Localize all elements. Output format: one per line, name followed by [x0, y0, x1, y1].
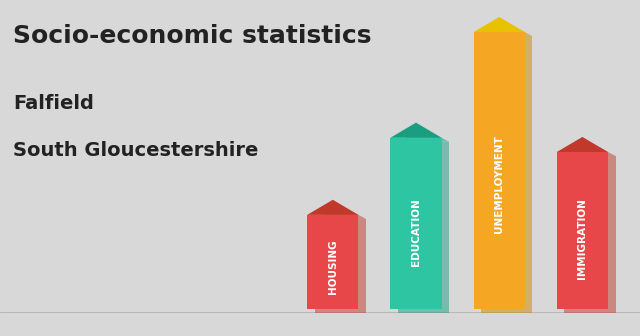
- Polygon shape: [390, 123, 442, 138]
- Text: South Gloucestershire: South Gloucestershire: [13, 141, 258, 160]
- Polygon shape: [564, 143, 616, 156]
- Polygon shape: [398, 142, 449, 313]
- Bar: [474, 32, 525, 309]
- Bar: [390, 138, 442, 309]
- Polygon shape: [315, 206, 366, 219]
- Polygon shape: [481, 36, 532, 313]
- Polygon shape: [474, 17, 525, 32]
- Text: IMMIGRATION: IMMIGRATION: [577, 198, 588, 279]
- Text: Socio-economic statistics: Socio-economic statistics: [13, 24, 371, 47]
- Text: Falfield: Falfield: [13, 94, 93, 113]
- Polygon shape: [398, 128, 449, 142]
- Text: HOUSING: HOUSING: [328, 239, 338, 294]
- Polygon shape: [557, 137, 608, 152]
- Polygon shape: [481, 23, 532, 36]
- Bar: [557, 152, 608, 309]
- Polygon shape: [564, 156, 616, 313]
- Polygon shape: [315, 219, 366, 313]
- Bar: [307, 215, 358, 309]
- Text: EDUCATION: EDUCATION: [411, 198, 421, 266]
- Text: UNEMPLOYMENT: UNEMPLOYMENT: [494, 135, 504, 234]
- Polygon shape: [307, 200, 358, 215]
